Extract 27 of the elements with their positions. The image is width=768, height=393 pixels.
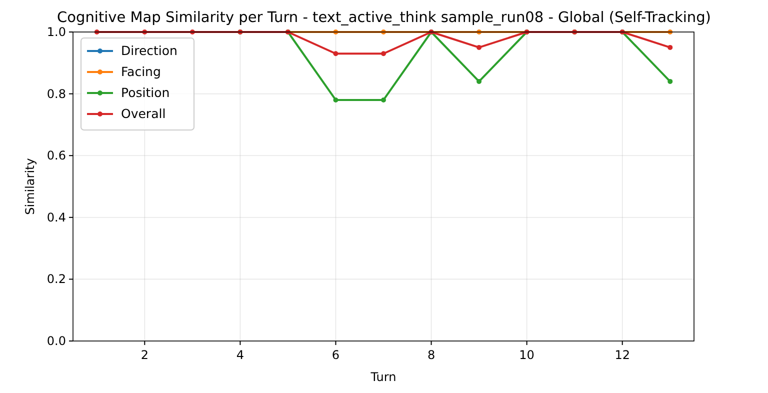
point — [668, 78, 673, 84]
y-tick-label: 0.0 — [46, 334, 66, 348]
point — [668, 44, 673, 50]
y-tick-label: 0.4 — [46, 210, 66, 224]
x-axis-title: Turn — [370, 370, 396, 384]
point — [476, 44, 482, 50]
point — [381, 51, 386, 56]
y-tick-label: 0.2 — [46, 272, 66, 286]
chart-title: Cognitive Map Similarity per Turn - text_active_think sample_run08 - Global (Self-Tracking) — [57, 10, 711, 26]
legend-label: Overall — [121, 106, 166, 121]
x-tick-label: 2 — [140, 348, 148, 362]
legend-label: Facing — [121, 64, 161, 79]
legend-label: Position — [121, 85, 170, 100]
x-tick-label: 6 — [332, 348, 340, 362]
point — [333, 97, 338, 102]
point — [476, 78, 482, 84]
legend-label: Direction — [121, 43, 178, 58]
y-axis-title: Similarity — [23, 158, 37, 215]
point — [333, 51, 338, 56]
x-tick-label: 10 — [519, 348, 534, 362]
y-tick-label: 1.0 — [46, 25, 66, 39]
y-tick-label: 0.6 — [46, 148, 66, 163]
point — [381, 97, 386, 102]
x-tick-label: 8 — [427, 348, 436, 362]
x-tick-label: 12 — [614, 348, 630, 362]
y-tick-label: 0.8 — [46, 86, 66, 101]
x-tick-label: 4 — [236, 348, 244, 362]
